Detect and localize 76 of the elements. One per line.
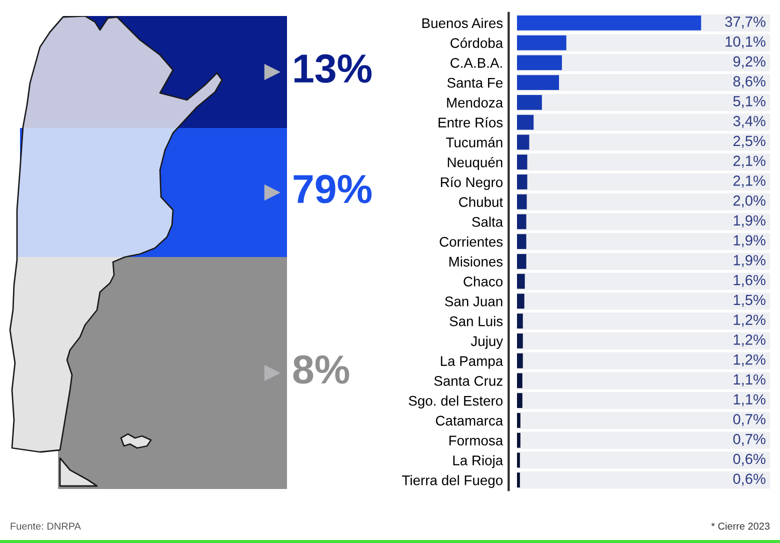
data-label: 2,0% [733,195,766,208]
data-label: 37,7% [725,16,766,29]
y-tick-label: Misiones [449,256,503,267]
data-label: 1,5% [734,294,766,307]
y-tick-label: Sgo. del Estero [408,396,503,408]
source-note: Fuente: DNRPA [10,522,81,530]
y-tick-label: Catamarca [436,416,504,426]
y-tick-label: La Rioja [453,455,504,468]
bar [517,254,526,269]
data-label: 1,1% [734,374,766,386]
y-tick-label: Corrientes [440,236,503,247]
data-label: 10,1% [726,36,766,48]
bar [517,314,523,329]
bar [517,393,522,408]
data-label: 0,6% [733,454,766,466]
data-label: 13% [294,54,372,83]
y-tick-label: Chubut [459,196,504,207]
data-label: 2,1% [733,176,766,188]
data-label: 2,1% [733,156,766,168]
y-tick-label: Santa Fe [447,78,502,88]
bar [517,94,542,110]
y-tick-label: Tierra del Fuego [402,475,503,488]
bar [517,412,520,428]
bar [517,373,522,388]
data-label: 8% [293,355,350,384]
bar [517,194,527,210]
data-label: 1,9% [734,215,766,228]
data-label: 1,6% [734,274,766,287]
bar [517,35,566,50]
data-label: 1,2% [734,314,766,327]
bar [517,294,524,309]
y-tick-label: Tucumán [446,136,502,148]
bar [517,55,562,70]
y-tick-label: Neuquén [448,156,502,170]
data-label: 9,2% [733,56,766,68]
bar [517,134,530,150]
bar [517,154,528,170]
bar [517,234,526,250]
data-label: 5,1% [733,96,766,108]
data-label: 79% [294,174,372,204]
y-tick-label: San Luis [450,316,503,326]
data-label: 3,4% [733,116,766,128]
text: * Cierre 2023 [711,522,770,530]
data-label: 8,6% [733,76,766,88]
data-label: 1,2% [734,354,766,366]
y-tick-label: Jujuy [470,336,504,349]
bar [517,432,520,448]
bar [517,472,520,488]
data-label: 1,1% [734,394,766,406]
y-tick-label: La Pampa [440,356,504,369]
data-label: 1,9% [734,235,766,248]
data-label: 0,7% [733,414,766,426]
data-label: 0,6% [733,474,766,486]
data-label: 1,9% [734,255,766,268]
y-tick-label: Buenos Aires [422,18,503,28]
data-label: 1,2% [734,334,766,347]
bar [517,353,523,368]
y-tick-label: Salta [472,216,504,227]
data-label: 2,5% [733,136,766,148]
bar [517,174,528,190]
data-label: 0,7% [733,434,766,446]
y-tick-label: C.A.B.A. [450,58,502,68]
bar [517,114,534,130]
y-tick-label: Córdoba [450,38,504,48]
bar [517,452,520,468]
y-tick-label: Río Negro [440,176,503,190]
bar [517,274,525,289]
bar [517,75,560,90]
y-tick-label: Mendoza [447,97,504,108]
y-tick-label: Santa Cruz [434,376,502,386]
y-tick-label: Chaco [464,276,503,286]
y-tick-label: Entre Ríos [438,117,503,128]
y-tick-label: Formosa [449,436,504,446]
bar [517,214,526,230]
y-tick-label: San Juan [445,296,502,306]
bar [517,333,523,348]
